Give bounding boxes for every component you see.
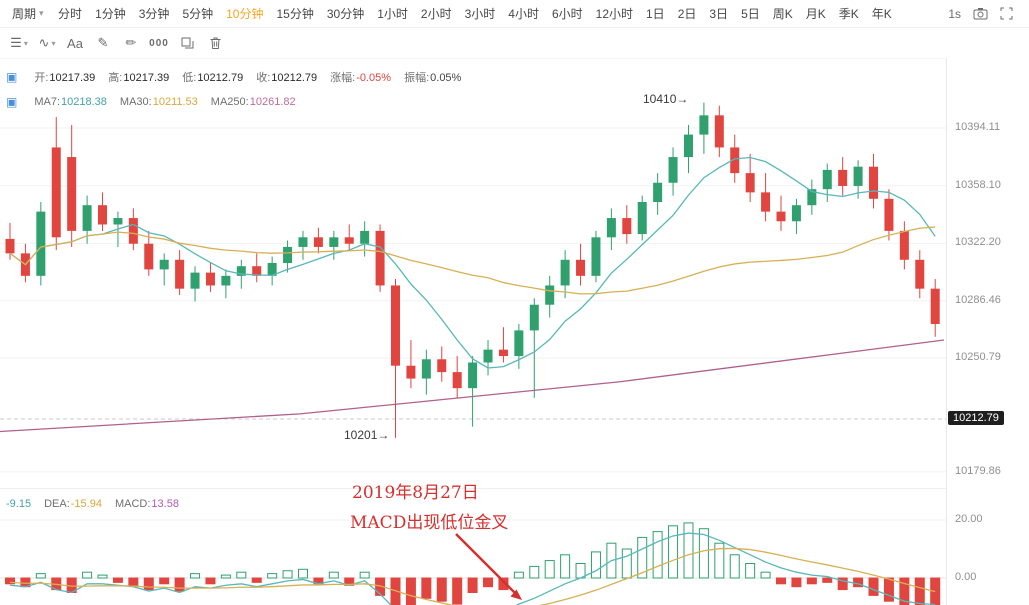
macd-axis-label: 0.00 [955, 571, 977, 583]
period-tab[interactable]: 10分钟 [226, 7, 264, 21]
period-tab[interactable]: 分时 [58, 7, 83, 21]
info-field: DEA:-15.94 [44, 498, 102, 510]
wave-indicator-icon[interactable]: ∿ ▾ [38, 35, 56, 50]
period-tab[interactable]: 3分钟 [138, 7, 170, 21]
period-tab[interactable]: 3小时 [464, 7, 496, 21]
period-dropdown-label: 周期 [12, 7, 37, 21]
period-tab[interactable]: 5分钟 [182, 7, 214, 21]
period-tabs: 分时 1分钟 3分钟 5分钟 10分钟 15分钟 30分钟 1小时 2小时 3小时 4小时 6小时 12… [52, 5, 899, 22]
info-field: 收:10212.79 [256, 72, 318, 84]
period-tab[interactable]: 5日 [741, 7, 760, 21]
pencil-tool-icon[interactable]: ✎ [97, 35, 109, 50]
info-field: 高:10217.39 [108, 72, 170, 84]
period-tab[interactable]: 2小时 [420, 7, 452, 21]
info-field: MA7:10218.38 [34, 96, 107, 108]
info-field: -9.15 [6, 498, 32, 510]
period-tab[interactable]: 2日 [677, 7, 697, 21]
peak-annotation: 10410→ [643, 92, 689, 106]
chevron-down-icon: ▾ [39, 8, 44, 18]
price-axis: 10212.79 10394.11 10358.10 10322.20 10286.4… [946, 58, 1029, 605]
ma-settings-icon[interactable]: ▣ [6, 95, 18, 109]
info-field: MA30:10211.53 [119, 96, 198, 108]
copy-tool-icon[interactable] [174, 32, 200, 54]
period-tab[interactable]: 年K [871, 7, 892, 21]
measure-tool-icon[interactable]: 000 [149, 37, 169, 49]
chevron-down-icon: ▾ [23, 38, 28, 48]
candlestick-chart[interactable] [0, 58, 946, 488]
period-tab[interactable]: 周K [772, 7, 793, 21]
trash-tool-icon[interactable] [202, 32, 228, 54]
price-axis-label: 10286.46 [955, 293, 1001, 306]
line-tools-icon[interactable]: ☰ ▾ [10, 35, 28, 50]
period-tab[interactable]: 1分钟 [95, 7, 126, 21]
price-axis-label: 10322.20 [955, 236, 1001, 249]
chevron-down-icon: ▾ [51, 38, 56, 48]
price-axis-label: 10394.11 [955, 121, 1001, 133]
period-tab[interactable]: 1小时 [377, 7, 408, 21]
topbar-right: 1s [948, 7, 1029, 21]
info-field: 振幅:0.05% [404, 72, 462, 84]
price-axis-label: 10250.79 [955, 351, 1001, 363]
period-tab[interactable]: 15分钟 [276, 7, 314, 21]
info-field: 低:10212.79 [182, 72, 244, 84]
chart-area: ▣ 开:10217.39 高:10217.39 低:10212.79 收:10212.7… [0, 58, 1029, 605]
fullscreen-icon[interactable] [1000, 7, 1013, 20]
camera-icon[interactable] [973, 7, 988, 20]
macd-info: -9.15 DEA:-15.94 MACD:13.58 [6, 498, 179, 510]
resolution-label[interactable]: 1s [948, 6, 961, 21]
note-line1: 2019年8月27日 [352, 483, 479, 503]
brush-tool-icon[interactable]: ✏ [125, 35, 137, 50]
ohlc-info: ▣ 开:10217.39 高:10217.39 低:10212.79 收:10212.7… [6, 69, 461, 85]
collapse-info-icon[interactable]: ▣ [6, 70, 18, 84]
info-field: MA250:10261.82 [210, 96, 296, 108]
trough-annotation: 10201→ [344, 428, 390, 442]
text-tool-icon[interactable]: Aa [67, 35, 83, 51]
period-toolbar: 周期 ▾ 分时 1分钟 3分钟 5分钟 10分钟 15分钟 30分钟 1小时 2小时 3小时 4小时… [0, 0, 1029, 28]
period-tab[interactable]: 6小时 [551, 7, 583, 21]
period-tab[interactable]: 1日 [646, 7, 665, 21]
ma-info: ▣ MA7:10218.38 MA30:10211.53 MA250:10261.82 [6, 95, 296, 109]
price-axis-label: 10179.86 [955, 464, 1001, 477]
period-tab[interactable]: 月K [805, 7, 826, 21]
macd-axis-label: 20.00 [955, 513, 983, 525]
last-price-badge: 10212.79 [948, 411, 1004, 425]
info-field: 开:10217.39 [34, 72, 96, 84]
period-dropdown[interactable]: 周期 ▾ [8, 5, 52, 22]
drawing-toolbar: ☰ ▾ ∿ ▾ Aa ✎ ✏ 000 [0, 28, 1029, 59]
period-tab[interactable]: 4小时 [508, 7, 539, 21]
period-tab[interactable]: 3日 [709, 7, 729, 21]
info-field: MACD:13.58 [114, 498, 179, 510]
period-tab[interactable]: 30分钟 [326, 7, 365, 21]
macd-panel[interactable] [0, 488, 946, 605]
note-line2: MACD出现低位金叉 [350, 513, 509, 533]
price-axis-label: 10358.10 [955, 178, 1001, 191]
info-field: 涨幅:-0.05% [330, 72, 392, 84]
period-tab[interactable]: 季K [838, 7, 859, 21]
period-tab[interactable]: 12小时 [595, 7, 633, 21]
